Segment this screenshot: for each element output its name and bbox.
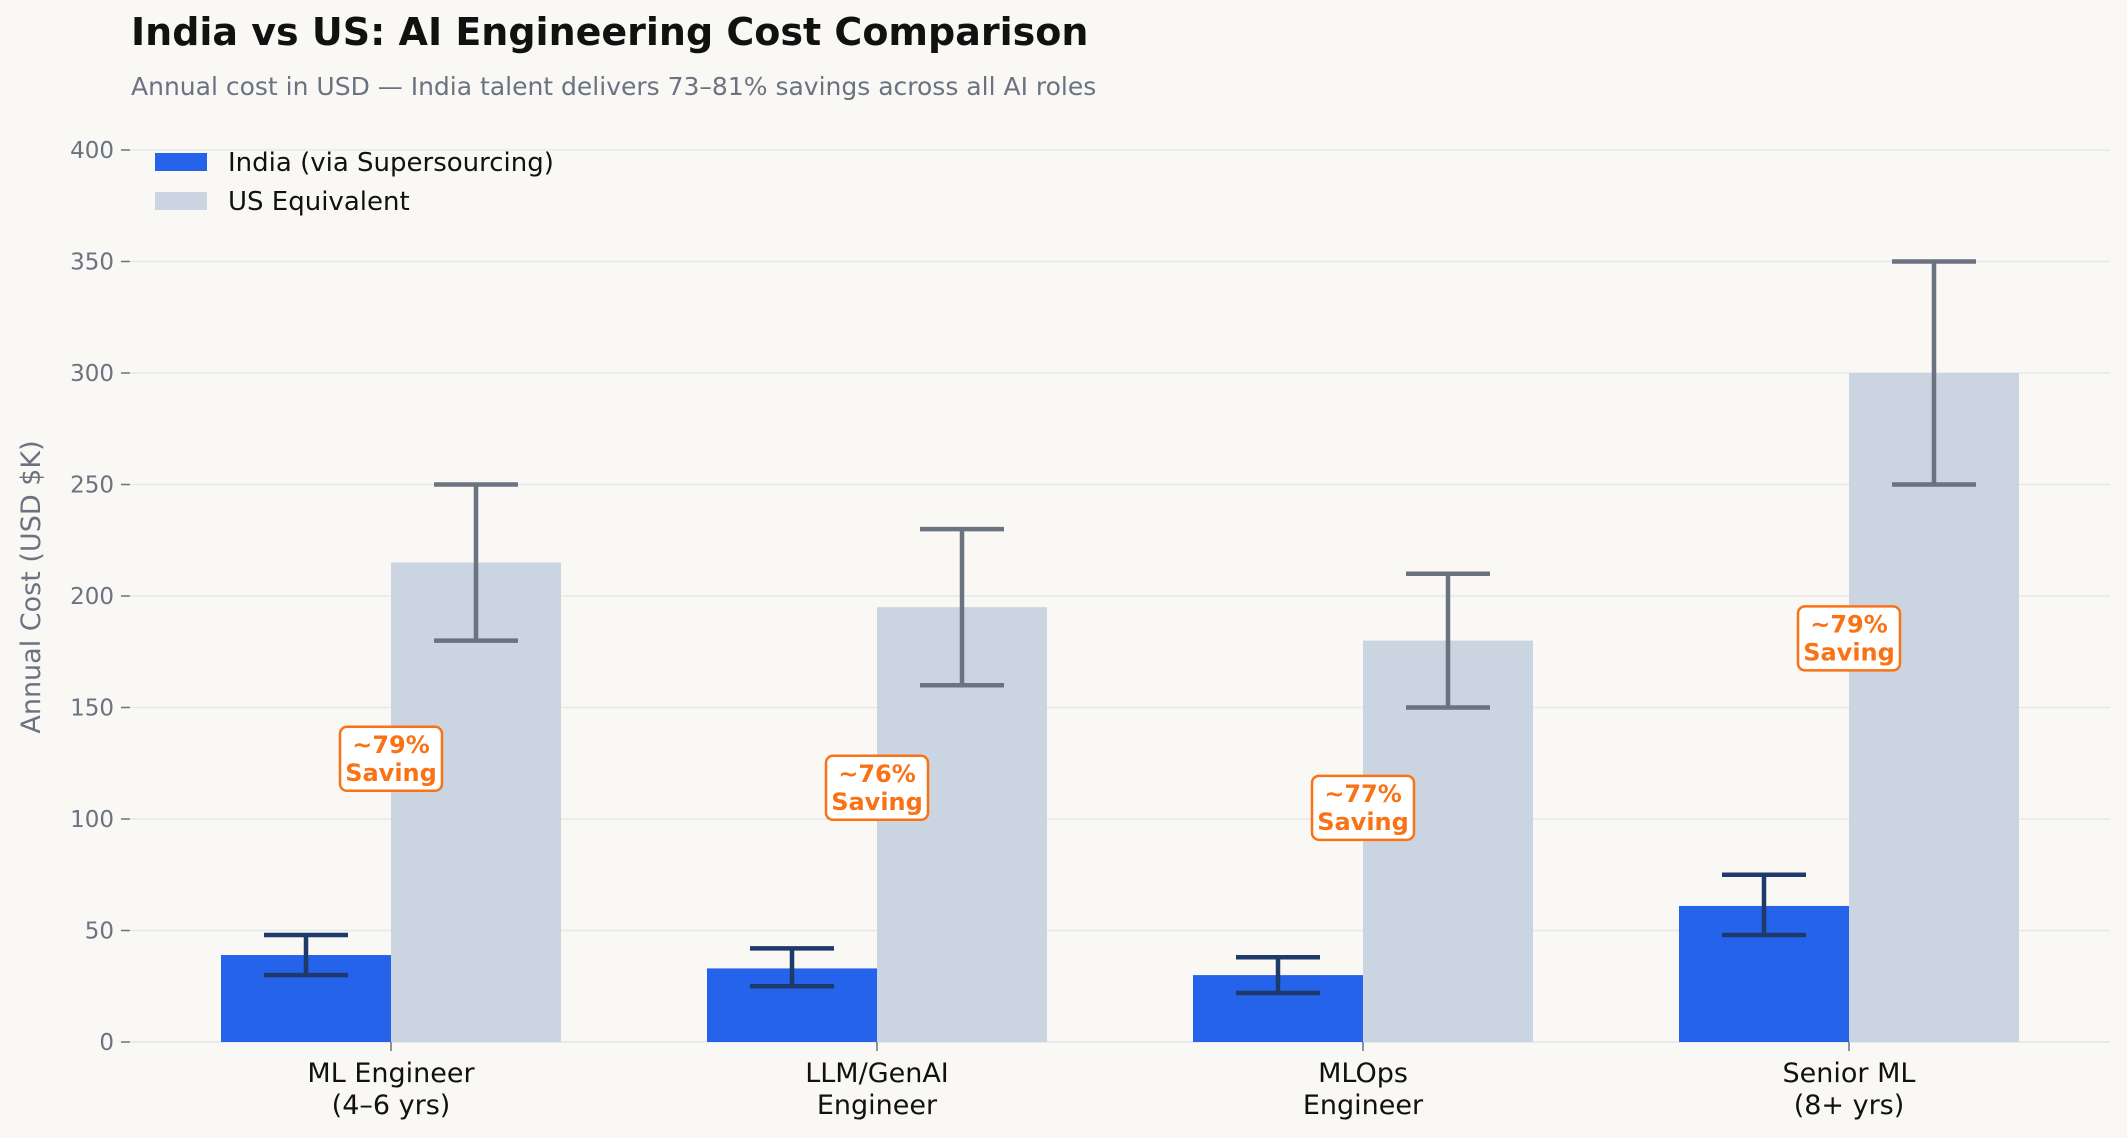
error-bar-india xyxy=(750,946,834,989)
y-tick-label: 50 xyxy=(85,919,114,945)
x-axis-ticks: ML Engineer(4–6 yrs)LLM/GenAIEngineerMLO… xyxy=(307,1042,1915,1121)
chart-title: India vs US: AI Engineering Cost Compari… xyxy=(131,10,1088,54)
x-tick-label: Engineer xyxy=(817,1090,938,1121)
y-tick-label: 100 xyxy=(70,807,114,833)
error-bar-india xyxy=(1236,955,1320,996)
error-bars xyxy=(264,259,1976,996)
error-bar-us xyxy=(920,526,1004,688)
error-bar-us xyxy=(1892,259,1976,487)
x-tick-label: Engineer xyxy=(1303,1090,1424,1121)
legend-swatch xyxy=(155,192,207,210)
y-tick-label: 0 xyxy=(99,1030,114,1056)
savings-annotation: ~77%Saving xyxy=(1310,774,1416,842)
error-bar-india xyxy=(264,932,348,978)
legend: India (via Supersourcing) US Equivalent xyxy=(155,148,554,217)
savings-annotation-box xyxy=(1796,605,1902,672)
y-tick-label: 350 xyxy=(70,250,114,276)
x-tick-label: Senior ML xyxy=(1783,1058,1916,1089)
y-tick-label: 400 xyxy=(70,138,114,164)
legend-swatch xyxy=(155,153,207,171)
x-tick-label: ML Engineer xyxy=(307,1058,475,1089)
y-tick-label: 250 xyxy=(70,473,114,499)
savings-annotation-text: ~79% xyxy=(352,731,430,759)
legend-label: US Equivalent xyxy=(228,187,410,217)
savings-annotation-text: Saving xyxy=(345,759,437,787)
savings-annotation-text: Saving xyxy=(1317,808,1409,836)
x-tick-label: (4–6 yrs) xyxy=(332,1090,451,1121)
y-tick-label: 300 xyxy=(70,361,114,387)
savings-annotation-text: ~77% xyxy=(1324,780,1402,808)
savings-annotation-text: ~79% xyxy=(1810,610,1888,638)
savings-annotation-box xyxy=(338,725,444,793)
savings-annotation-box xyxy=(1310,774,1416,842)
x-tick-label: LLM/GenAI xyxy=(805,1058,949,1089)
error-bar-india xyxy=(1722,872,1806,938)
savings-annotation: ~79%Saving xyxy=(338,725,444,793)
savings-annotation-text: Saving xyxy=(1803,638,1895,666)
y-axis-label: Annual Cost (USD $K) xyxy=(16,440,47,733)
x-tick-label: MLOps xyxy=(1318,1058,1408,1089)
y-tick-label: 150 xyxy=(70,696,114,722)
savings-annotation: ~79%Saving xyxy=(1796,605,1902,672)
savings-annotations: ~79%Saving ~76%Saving ~77%Saving~79%Saving xyxy=(338,605,1902,842)
savings-annotation: ~76%Saving xyxy=(824,754,930,822)
legend-label: India (via Supersourcing) xyxy=(228,148,554,178)
y-tick-label: 200 xyxy=(70,584,114,610)
chart-subtitle: Annual cost in USD — India talent delive… xyxy=(131,72,1096,101)
error-bar-us xyxy=(1406,571,1490,710)
savings-annotation-text: Saving xyxy=(831,788,923,816)
savings-annotation-box xyxy=(824,754,930,822)
x-tick-label: (8+ yrs) xyxy=(1794,1090,1905,1121)
y-axis-ticks: 0 50 100 150 200 250 300 350 400 xyxy=(70,138,130,1056)
savings-annotation-text: ~76% xyxy=(838,760,916,788)
error-bar-us xyxy=(434,482,518,643)
